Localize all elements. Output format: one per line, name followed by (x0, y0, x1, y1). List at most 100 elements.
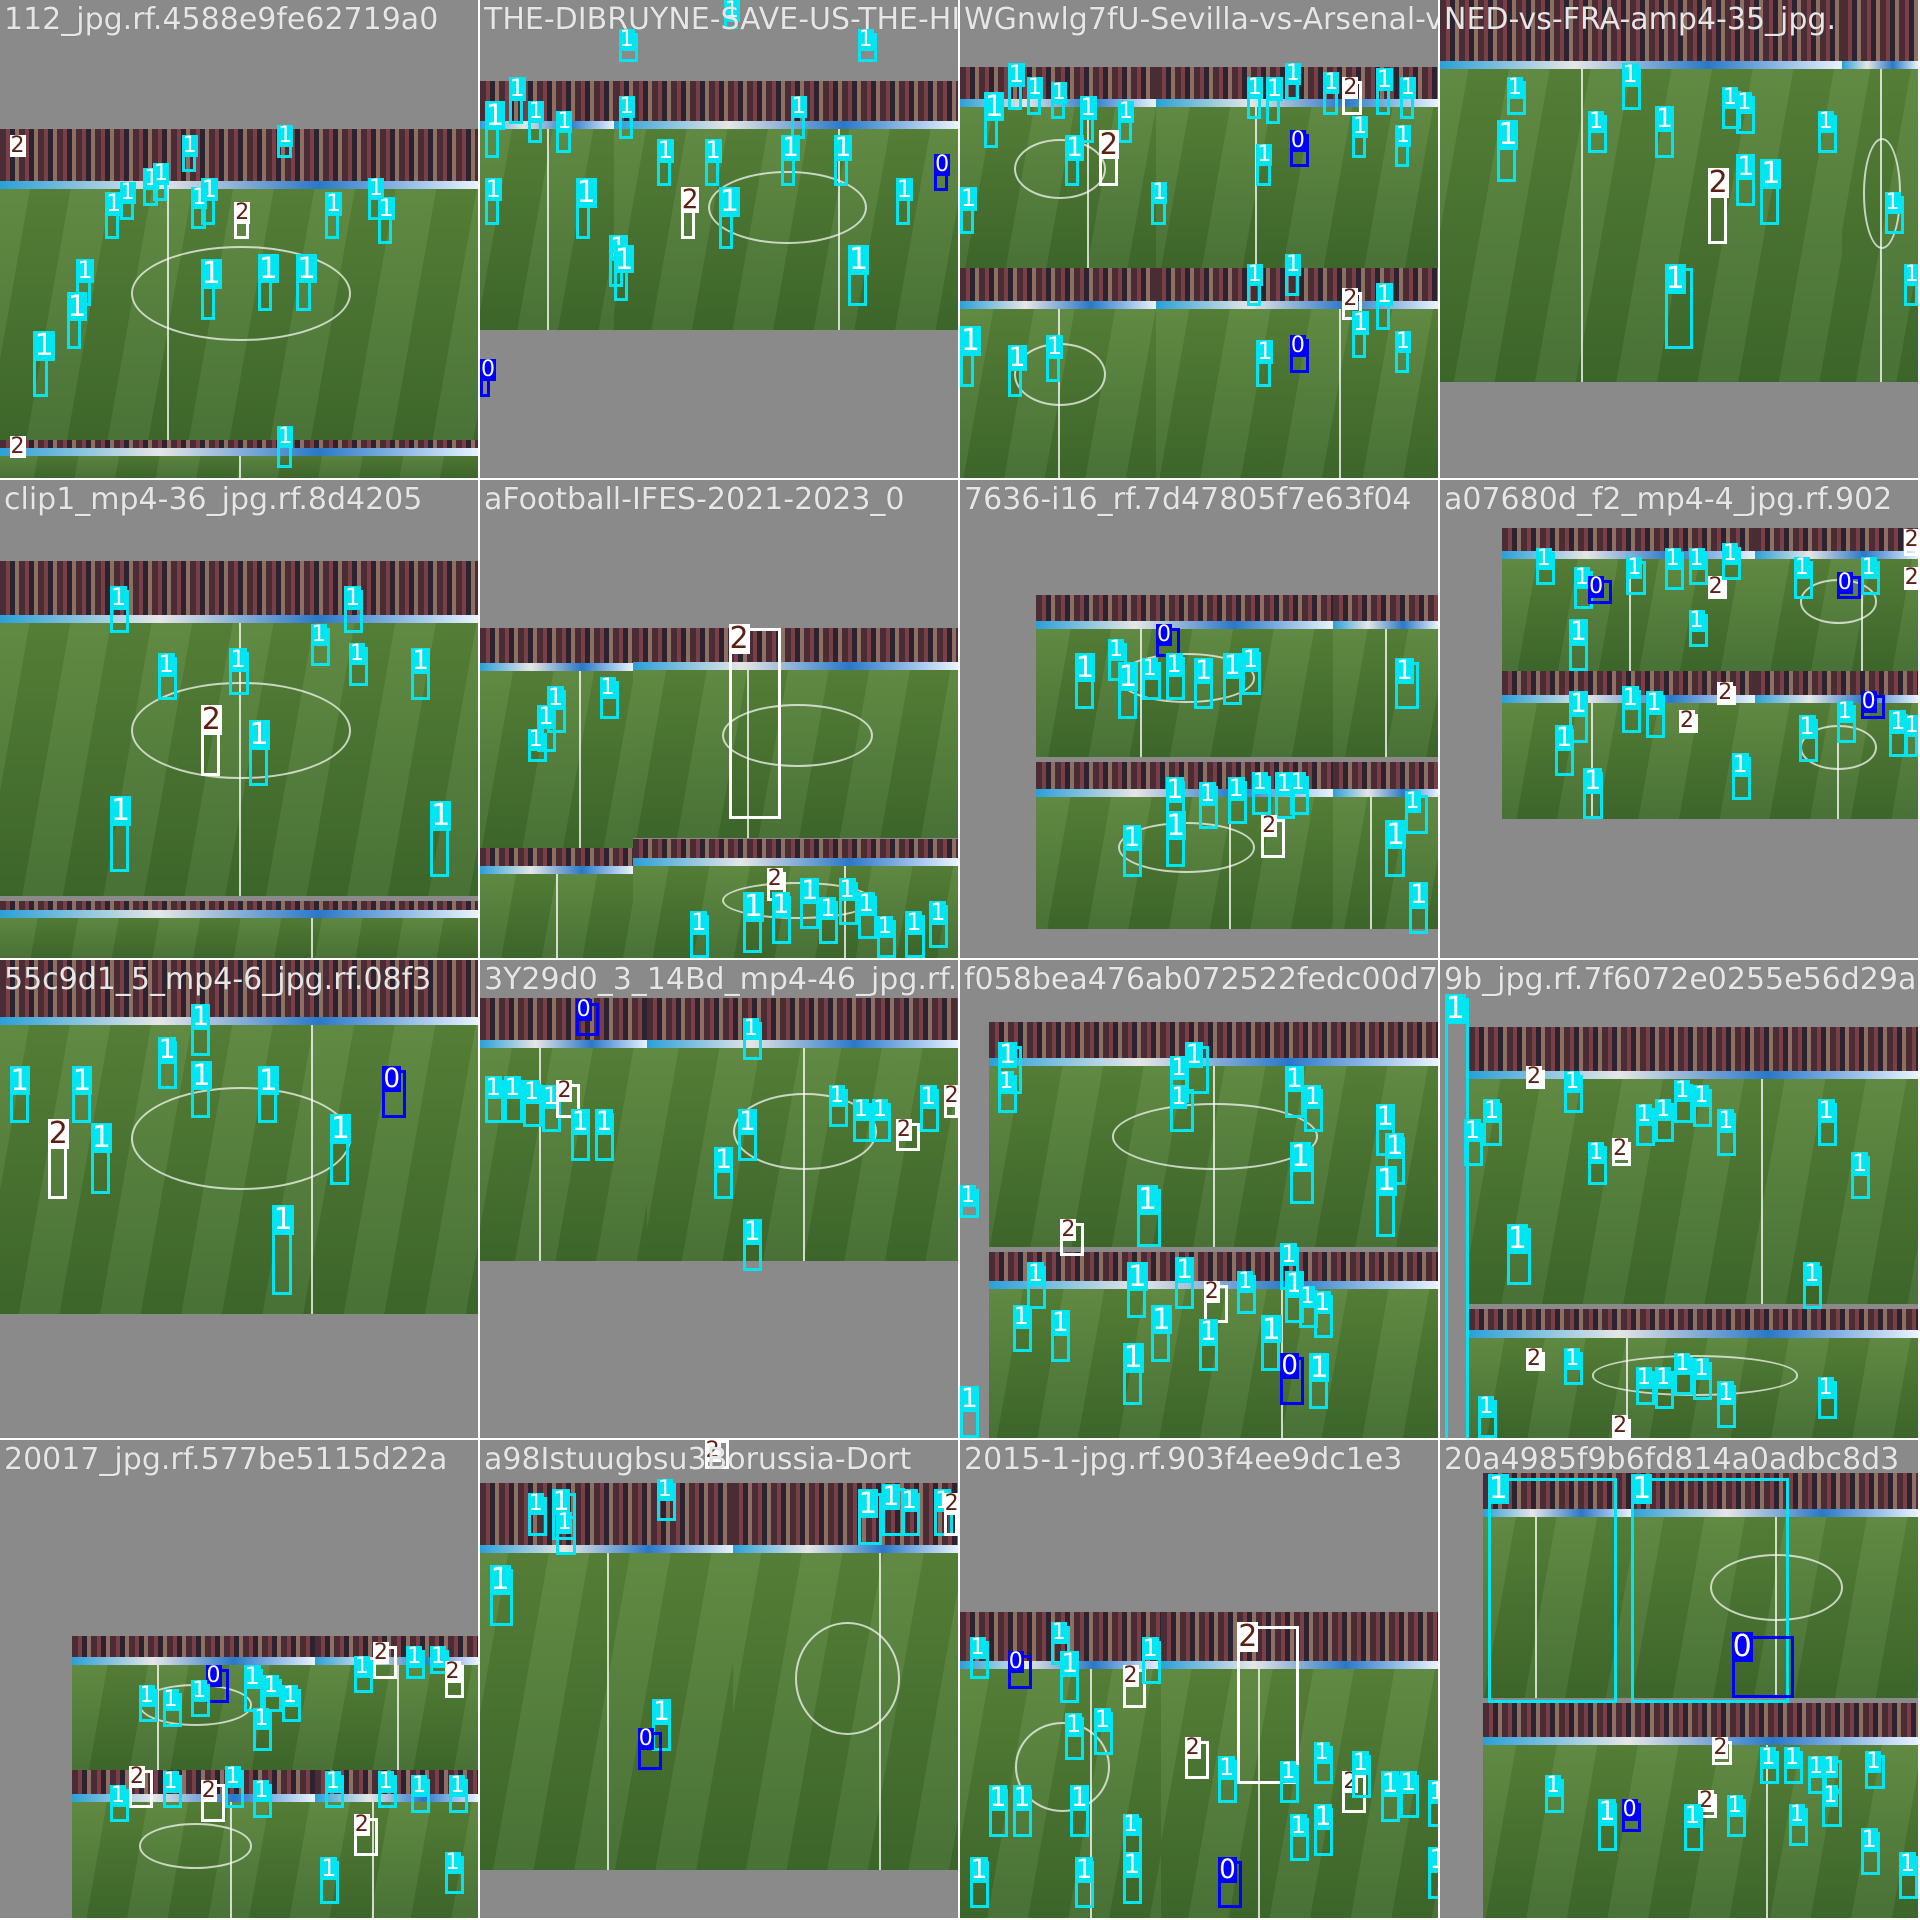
class-label: 1 (1151, 1301, 1172, 1336)
ad-board (480, 663, 633, 672)
class-label: 0 (575, 997, 592, 1023)
pitch-line (1339, 309, 1342, 478)
class-label: 1 (969, 1634, 986, 1660)
class-label: 1 (1122, 1849, 1142, 1880)
class-label: 1 (618, 94, 635, 120)
class-label: 1 (1645, 688, 1663, 717)
image-filename: 20017_jpg.rf.577be5115d22a (4, 1442, 448, 1477)
class-label: 2 (1261, 813, 1278, 839)
class-label: 1 (1394, 655, 1414, 686)
pitch-line (1257, 1669, 1260, 1918)
class-label: 1 (742, 1216, 762, 1247)
class-label: 1 (277, 424, 294, 450)
pitch-line (746, 669, 749, 839)
pitch-line (1087, 107, 1090, 268)
class-label: 1 (1621, 59, 1639, 88)
stadium-crowd (1332, 762, 1438, 789)
class-label: 1 (960, 184, 978, 213)
class-label: 1 (224, 1763, 241, 1789)
class-label: 1 (296, 251, 317, 286)
class-label: 1 (1851, 1148, 1869, 1177)
stadium-crowd (71, 1769, 316, 1794)
pitch-line (1229, 796, 1232, 930)
class-label: 1 (1380, 1768, 1400, 1799)
class-label: 1 (998, 1068, 1015, 1094)
class-label: 0 (1218, 1854, 1237, 1885)
class-label: 1 (272, 1201, 294, 1237)
class-label: 1 (1588, 1140, 1605, 1166)
class-label: 1 (329, 1110, 351, 1146)
image-tile (1440, 0, 1842, 383)
class-label: 1 (1136, 1182, 1158, 1218)
class-label: 1 (1664, 260, 1686, 296)
class-label: 1 (1506, 75, 1523, 101)
class-label: 1 (1050, 80, 1067, 106)
class-label: 1 (1683, 1801, 1701, 1830)
class-label: 1 (162, 1687, 179, 1713)
mosaic-cell: 112_jpg.rf.4588e9fe62719a0 2 2 1 1 1 1 1 1 1 1 2 1 1 1… (0, 0, 478, 478)
image-filename: f058bea476ab072522fedc00d7 (964, 962, 1438, 997)
class-label: 1 (1409, 880, 1429, 911)
class-label: 2 (1526, 1345, 1543, 1371)
image-filename: WGnwlg7fU-Sevilla-vs-Arsenal-vs-Se (964, 2, 1438, 37)
ad-board (1440, 61, 1842, 70)
class-label: 1 (109, 793, 132, 829)
ad-board (71, 1793, 316, 1802)
class-label: 1 (1444, 991, 1466, 1027)
class-label: 1 (1817, 108, 1834, 134)
ad-board (1155, 301, 1438, 310)
class-label: 1 (704, 136, 722, 165)
class-label: 2 (766, 865, 783, 891)
class-label: 1 (1836, 698, 1853, 724)
class-label: 1 (1299, 1283, 1316, 1309)
pitch-line (1760, 1079, 1763, 1305)
class-label: 1 (1074, 649, 1096, 684)
class-label: 1 (960, 322, 982, 358)
class-label: 1 (800, 875, 819, 906)
class-label: 1 (1012, 1782, 1032, 1813)
class-label: 1 (191, 1677, 208, 1703)
pitch-line (1385, 628, 1388, 758)
class-label: 1 (258, 1062, 279, 1097)
class-label: 1 (1289, 1139, 1311, 1175)
class-label: 1 (1736, 151, 1756, 182)
mosaic-cell: THE-DIBRUYNE-SAVE-US-THE-HIGHLIGHTS-1111… (480, 0, 958, 478)
class-label: 1 (109, 1782, 126, 1808)
class-label: 1 (1399, 1767, 1417, 1796)
image-tile (1155, 66, 1438, 268)
class-label: 1 (1889, 707, 1907, 736)
class-label: 1 (1583, 765, 1603, 796)
class-label: 1 (1428, 1779, 1438, 1804)
image-filename: clip1_mp4-36_jpg.rf.8d4205 (4, 482, 423, 517)
stadium-crowd (1502, 671, 1756, 695)
class-label: 1 (1793, 555, 1810, 581)
stadium-crowd (480, 628, 633, 664)
class-label: 2 (129, 1763, 146, 1789)
class-label: 1 (537, 702, 555, 731)
class-label: 1 (848, 241, 870, 277)
class-label: 1 (191, 1001, 210, 1032)
class-label: 2 (895, 1116, 912, 1142)
image-tile (0, 561, 478, 896)
class-label: 0 (382, 1063, 402, 1094)
center-circle (732, 1092, 877, 1171)
class-label: 1 (1404, 789, 1421, 815)
class-label: 1 (1597, 1797, 1617, 1828)
class-label: 1 (929, 898, 947, 927)
stadium-crowd (988, 1022, 1438, 1059)
class-label: 1 (828, 1083, 845, 1109)
image-filename: 112_jpg.rf.4588e9fe62719a0 (4, 2, 439, 37)
class-label: 1 (325, 1768, 342, 1794)
class-label: 0 (1588, 574, 1605, 600)
image-filename: NED-vs-FRA-amp4-35_jpg. (1444, 2, 1836, 37)
mosaic-cell: 20a4985f9b6fd814a0adbc8d3 1 1 0 2 2 1 1 1 1 1 1 0 1 1 1… (1440, 1440, 1918, 1918)
class-label: 1 (857, 888, 875, 917)
image-filename: a07680d_f2_mp4-4_jpg.rf.902 (1444, 482, 1893, 517)
class-label: 1 (1635, 1102, 1652, 1128)
class-label: 1 (1218, 1753, 1236, 1782)
stadium-crowd (0, 129, 478, 182)
class-label: 1 (1808, 1754, 1825, 1780)
ad-board (988, 1058, 1438, 1067)
class-label: 1 (852, 1097, 869, 1123)
class-label: 1 (282, 1682, 299, 1708)
